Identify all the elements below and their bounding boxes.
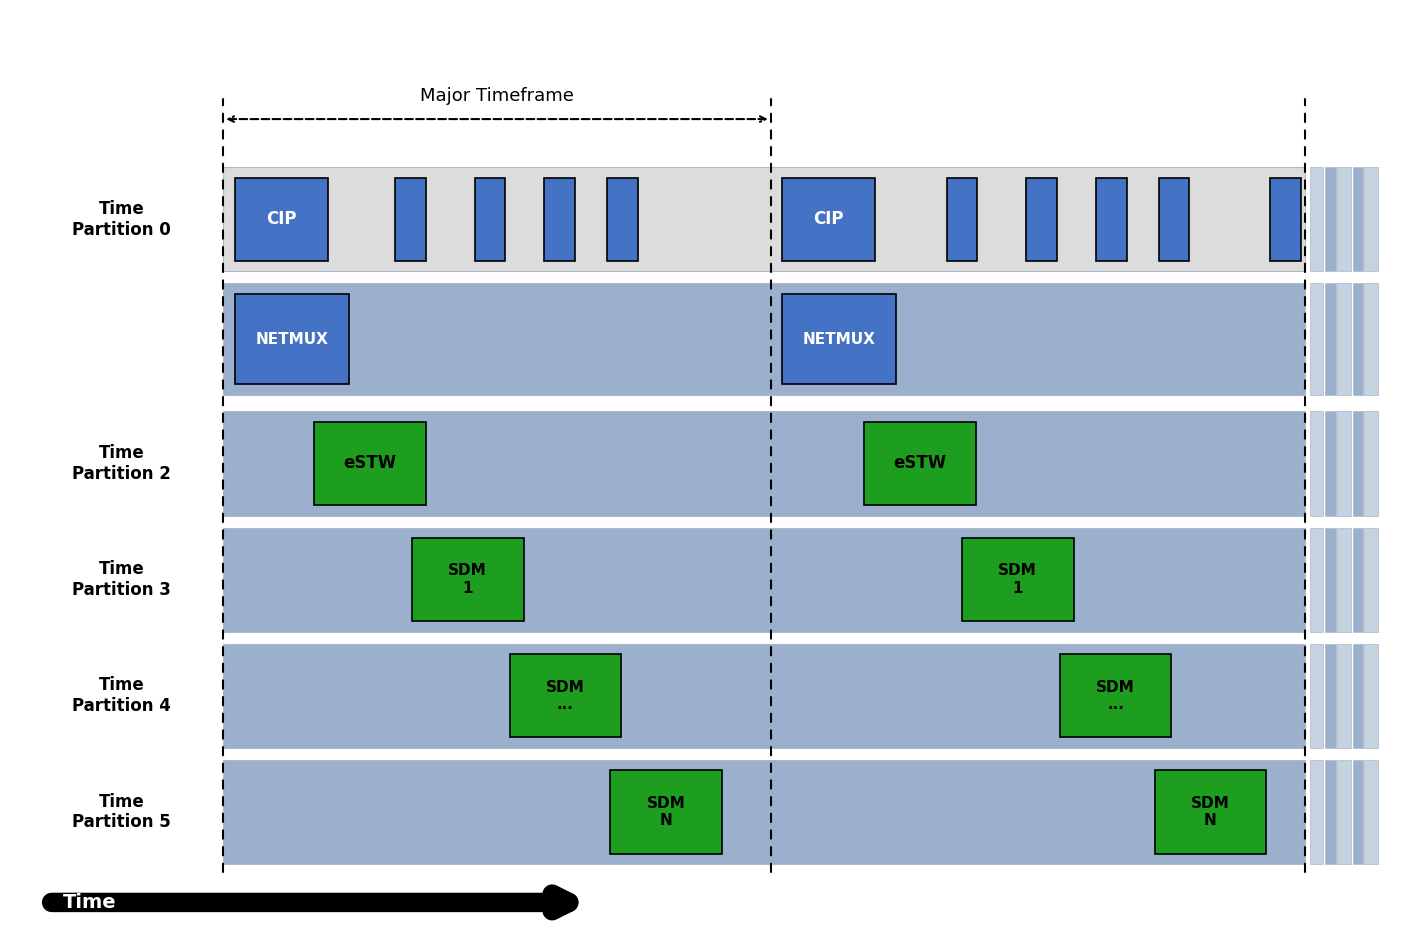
Bar <box>1363 167 1378 271</box>
Bar <box>1310 283 1324 396</box>
Bar <box>1363 760 1378 864</box>
Bar <box>1363 527 1378 632</box>
Text: SDM
1: SDM 1 <box>448 564 486 596</box>
Bar <box>1363 411 1378 515</box>
Bar <box>1325 760 1337 864</box>
Bar <box>223 760 1306 864</box>
Bar <box>1325 167 1337 271</box>
Bar <box>962 538 1073 621</box>
Bar <box>1026 178 1058 261</box>
Bar <box>223 527 1306 632</box>
Text: NETMUX: NETMUX <box>255 332 329 347</box>
Bar <box>1310 527 1324 632</box>
Bar <box>1325 643 1337 748</box>
Text: Time
Partition 2: Time Partition 2 <box>72 444 171 482</box>
Bar <box>314 422 426 505</box>
Bar <box>412 538 523 621</box>
Text: SDM
...: SDM ... <box>546 680 585 712</box>
Text: NETMUX: NETMUX <box>802 332 876 347</box>
Text: SDM
N: SDM N <box>647 796 685 828</box>
Bar <box>475 178 505 261</box>
Bar <box>1352 527 1362 632</box>
Bar <box>1338 527 1351 632</box>
Text: SDM
N: SDM N <box>1191 796 1230 828</box>
Bar <box>1352 283 1362 396</box>
Text: SDM
...: SDM ... <box>1096 680 1135 712</box>
Bar <box>1338 167 1351 271</box>
Bar <box>1352 643 1362 748</box>
Bar <box>946 178 977 261</box>
Text: Time
Partition 5: Time Partition 5 <box>72 793 171 831</box>
Bar <box>781 295 897 384</box>
Bar <box>1059 654 1172 738</box>
Bar <box>1310 760 1324 864</box>
Text: SDM
1: SDM 1 <box>998 564 1038 596</box>
Bar <box>1338 283 1351 396</box>
Text: CIP: CIP <box>814 210 843 228</box>
Bar <box>1338 760 1351 864</box>
Bar <box>1338 411 1351 515</box>
Bar <box>509 654 622 738</box>
Bar <box>223 283 1306 396</box>
Bar <box>223 411 1306 515</box>
Bar <box>395 178 426 261</box>
Bar <box>1310 411 1324 515</box>
Bar <box>864 422 976 505</box>
Bar <box>1352 760 1362 864</box>
Bar <box>1363 283 1378 396</box>
Text: Time: Time <box>63 893 117 912</box>
Bar <box>611 770 722 854</box>
Text: Time
Partition 0: Time Partition 0 <box>72 200 171 238</box>
Bar <box>234 295 350 384</box>
Bar <box>1155 770 1266 854</box>
Bar <box>1325 411 1337 515</box>
Text: eSTW: eSTW <box>894 454 946 472</box>
Bar <box>1352 167 1362 271</box>
Text: Time
Partition 4: Time Partition 4 <box>72 676 171 715</box>
Bar <box>1270 178 1301 261</box>
Text: eSTW: eSTW <box>344 454 396 472</box>
Bar <box>544 178 575 261</box>
Bar <box>1325 527 1337 632</box>
Bar <box>1310 643 1324 748</box>
Bar <box>223 167 1306 271</box>
Bar <box>1338 643 1351 748</box>
Bar <box>1096 178 1127 261</box>
Bar <box>223 643 1306 748</box>
Bar <box>608 178 637 261</box>
Bar <box>1352 411 1362 515</box>
Text: Major Timeframe: Major Timeframe <box>420 87 574 105</box>
Text: Time
Partition 3: Time Partition 3 <box>72 560 171 599</box>
Bar <box>1363 643 1378 748</box>
Text: CIP: CIP <box>266 210 296 228</box>
Bar <box>781 178 876 261</box>
Bar <box>1159 178 1190 261</box>
Bar <box>1325 283 1337 396</box>
Bar <box>1310 167 1324 271</box>
Bar <box>234 178 329 261</box>
